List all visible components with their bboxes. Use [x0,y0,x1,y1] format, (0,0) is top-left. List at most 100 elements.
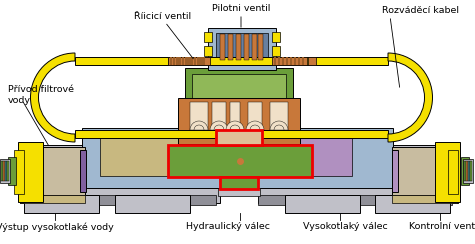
Bar [258,145,458,203]
Text: Kontrolní ventil: Kontrolní ventil [409,222,475,231]
Bar [286,57,288,65]
Bar [75,57,388,65]
Bar [272,57,307,65]
Bar [100,138,210,176]
Bar [192,74,286,126]
Wedge shape [246,121,264,130]
Bar [260,138,352,176]
Bar [191,57,192,65]
Bar [188,57,190,65]
Wedge shape [210,121,228,130]
Text: Pilotni ventil: Pilotni ventil [212,4,270,13]
Bar [202,57,204,65]
Bar [24,195,99,213]
Bar [204,46,212,56]
Bar [308,57,316,65]
Bar [168,57,176,65]
Bar [20,195,85,203]
Bar [278,57,280,65]
Bar [80,150,86,192]
Bar [216,33,268,63]
Bar [203,57,205,65]
Bar [185,68,293,132]
Bar [252,34,257,60]
Bar [179,57,180,65]
Bar [173,57,174,65]
Bar [218,188,260,196]
Bar [190,102,208,130]
Bar [178,57,180,65]
Bar [270,102,288,130]
Bar [272,32,280,42]
Bar [392,150,398,192]
Bar [176,57,178,65]
Bar [298,57,300,65]
Bar [274,57,276,65]
Bar [294,57,296,65]
Bar [115,195,190,213]
Bar [5,161,7,181]
Bar [258,34,263,60]
Bar [198,57,200,65]
Text: Vysokotlaký válec: Vysokotlaký válec [303,222,388,231]
Bar [255,128,393,188]
Bar [290,57,292,65]
Bar [258,195,452,205]
Bar [218,130,260,144]
Bar [182,57,184,65]
Wedge shape [270,121,288,130]
Bar [75,130,388,138]
Wedge shape [388,53,433,142]
Bar [282,57,284,65]
Wedge shape [30,53,75,142]
Bar [464,161,466,181]
Bar [220,177,258,189]
Text: Hydraulický válec: Hydraulický válec [186,222,270,231]
Bar [170,57,171,65]
Bar [204,32,212,42]
Bar [194,57,196,65]
Text: Říicicí ventil: Říicicí ventil [134,12,191,21]
Bar [1,161,3,181]
Bar [178,98,300,144]
Bar [218,138,260,148]
Bar [466,161,468,181]
Bar [212,102,226,130]
Bar [197,57,199,65]
Bar [7,161,9,181]
Bar [20,145,220,203]
Bar [208,28,276,70]
Bar [185,57,187,65]
Bar [375,195,450,213]
Bar [230,102,240,130]
Bar [3,161,5,181]
Bar [435,142,460,202]
Bar [302,57,304,65]
Bar [468,161,470,181]
Bar [182,57,183,65]
Wedge shape [226,121,244,130]
Bar [228,34,233,60]
Bar [392,195,457,203]
Bar [272,46,280,56]
Bar [470,161,472,181]
Bar [190,57,192,65]
Bar [461,157,469,185]
Bar [170,57,172,65]
Bar [236,34,241,60]
Text: Rozváděcí kabel: Rozváděcí kabel [381,6,458,15]
Text: Výstup vysokotlaké vody: Výstup vysokotlaké vody [0,222,114,232]
Bar [20,147,85,199]
Wedge shape [190,121,208,130]
Bar [8,157,16,185]
Bar [285,195,360,213]
Bar [216,130,262,145]
Bar [220,34,225,60]
Bar [194,57,196,65]
Bar [168,57,210,65]
Bar [82,128,222,188]
Text: Přívod filtrové
vody: Přívod filtrové vody [8,85,74,105]
Bar [463,159,473,183]
Bar [0,159,10,183]
Bar [200,57,201,65]
